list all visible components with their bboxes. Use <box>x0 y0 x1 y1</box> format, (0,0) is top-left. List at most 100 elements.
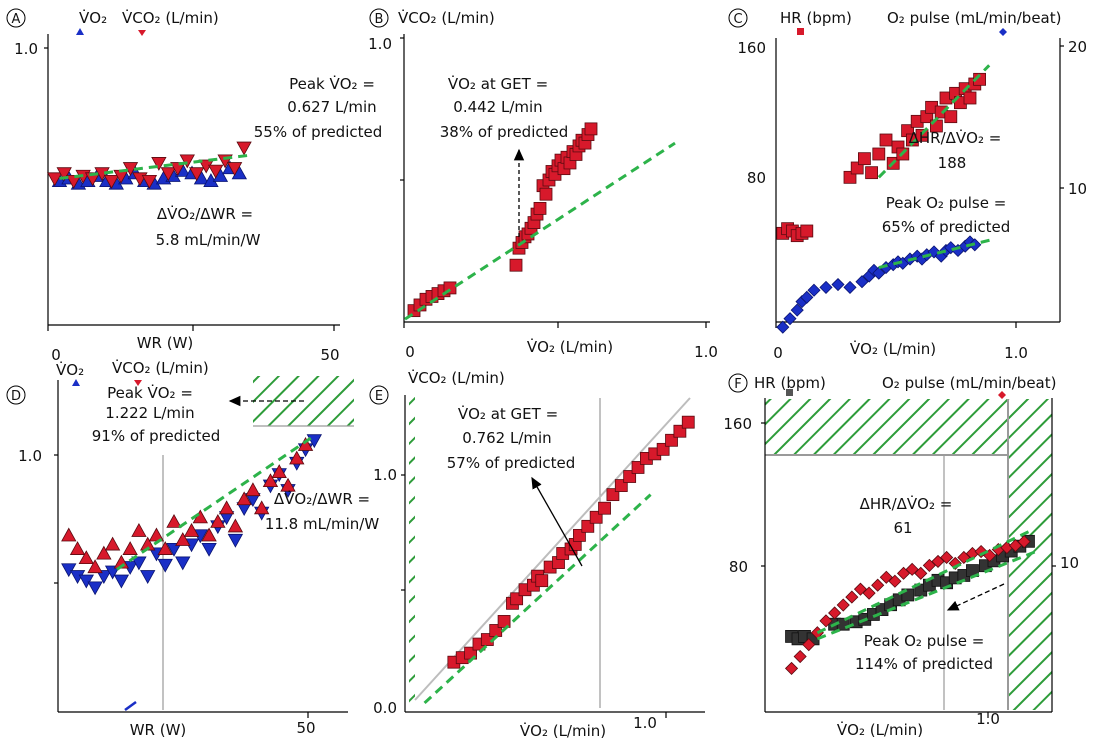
panel-b-badge <box>369 8 389 28</box>
panel-f-header-left: HR (bpm) <box>754 374 826 392</box>
panel-b-get-line2: 0.442 L/min <box>453 98 542 116</box>
panel-e-get-line2: 0.762 L/min <box>462 429 551 447</box>
panel-d-header-right: V̇CO₂ (L/min) <box>112 358 209 377</box>
panel-c-legend-red-square <box>797 28 804 35</box>
panel-e-identity-line <box>414 397 691 701</box>
panel-c-ytick-160: 160 <box>737 39 766 57</box>
panel-f-xlabel: V̇O₂ (L/min) <box>837 720 923 739</box>
panel-c-series-1-point <box>800 290 814 304</box>
panel-d-series-0-point <box>175 556 191 571</box>
panel-f-o2pulse-arrow <box>946 583 1005 611</box>
panel-c-series-1-point <box>783 312 797 326</box>
panel-d-slope-line2: 11.8 mL/min/W <box>265 515 380 533</box>
panel-c-data-marks <box>776 64 995 334</box>
panel-f-hatched-top <box>765 399 1052 455</box>
panel-d-series-1-point <box>289 450 305 465</box>
panel-a-letter: A <box>12 12 21 27</box>
panel-c-slope-line2: 188 <box>938 154 967 172</box>
panel-d-series-1-point <box>96 545 112 560</box>
panel-d-series-1-point <box>69 541 86 555</box>
panel-d-series-1-point <box>227 518 244 533</box>
panel-d-series-1-point <box>254 500 270 515</box>
panel-e-get-line1: V̇O₂ at GET = <box>458 404 558 423</box>
panel-c-series-1-point <box>843 280 857 294</box>
panel-f-header-right: O₂ pulse (mL/min/beat) <box>882 374 1057 392</box>
panel-f-o2pulse-line1: Peak O₂ pulse = <box>864 632 985 650</box>
panel-c-series-0-point <box>865 166 878 180</box>
panel-a-fit-line-0 <box>59 153 249 180</box>
panel-a-series-1-point <box>65 175 82 189</box>
panel-b-series-0-point <box>584 122 598 136</box>
panel-a-xtick-50: 50 <box>320 346 339 364</box>
panel-e-data-marks <box>423 415 695 705</box>
panel-f-series-1-point <box>784 661 799 675</box>
panel-d-header-left: V̇O₂ <box>56 360 84 379</box>
panel-a-series-1-point <box>151 157 167 171</box>
panel-d-fit-line-0 <box>116 434 316 571</box>
panel-e-get-arrow <box>531 476 583 567</box>
panel-e-xtick-1: 1.0 <box>633 714 657 732</box>
panel-b-data-marks <box>404 122 676 321</box>
panel-d-xlabel: WR (W) <box>130 721 187 739</box>
panel-e-ytick-0: 0.0 <box>373 699 397 717</box>
panel-f-slope-line1: ΔHR/ΔV̇O₂ = <box>860 494 953 513</box>
panel-d-series-1-point <box>87 559 103 574</box>
panel-a-peak-vo2-line2: 0.627 L/min <box>287 98 376 116</box>
panel-c-letter: C <box>733 12 742 27</box>
panel-e-ytick-1: 1.0 <box>373 466 397 484</box>
panel-f-slope-line2: 61 <box>893 519 912 537</box>
panel-d-series-0-point <box>157 558 173 573</box>
panel-e-series-0-point <box>535 574 549 588</box>
panel-c-series-1-point <box>776 320 790 334</box>
panel-c-series-0-point <box>963 91 977 105</box>
panel-f-series-1-point <box>888 574 902 588</box>
panel-d-letter: D <box>11 389 21 404</box>
panel-e-series-0-point <box>598 501 611 515</box>
panel-d-series-0-point <box>61 563 77 578</box>
panel-d-series-0-point <box>113 574 130 589</box>
panel-d-series-1-point <box>104 536 121 551</box>
panel-a-data-marks <box>47 141 252 190</box>
panel-d-series-0-point <box>166 542 182 557</box>
panel-f-letter: F <box>734 377 741 392</box>
panel-c-xlabel: V̇O₂ (L/min) <box>850 339 936 358</box>
panel-c-series-1-point <box>831 277 845 292</box>
panel-d-series-1-point <box>271 464 287 478</box>
panel-d-legend-red-triangle <box>134 380 142 386</box>
panel-b-get-line3: 38% of predicted <box>440 123 569 141</box>
panel-d-peak-vo2-line3: 91% of predicted <box>92 427 221 445</box>
panel-f-series-1-point <box>871 578 885 592</box>
panel-f-series-1-point <box>802 638 816 652</box>
panel-a-slope-line1: ΔV̇O₂/ΔWR = <box>157 204 253 223</box>
panel-f-series-1-point <box>836 598 850 612</box>
panel-a-peak-vo2-line3: 55% of predicted <box>254 123 383 141</box>
panel-c-o2pulse-line1: Peak O₂ pulse = <box>886 194 1007 212</box>
panel-d-series-0-point <box>104 565 121 580</box>
panel-c-ytick-80: 80 <box>747 169 766 187</box>
panel-d-series-0-point <box>131 556 147 571</box>
panel-a-series-1-point <box>103 175 120 189</box>
panel-d-series-1-point <box>166 513 182 528</box>
panel-a-series-1-point <box>226 162 243 177</box>
panel-f-series-1-point <box>1008 539 1023 553</box>
panel-d-series-1-point <box>175 532 191 546</box>
panel-c-series-0-point <box>872 147 886 161</box>
panel-e-series-0-point <box>497 615 511 628</box>
panel-d-series-0-point <box>87 581 103 596</box>
panel-f-fit-line-1 <box>816 528 1034 635</box>
panel-a-badge <box>6 8 26 28</box>
panel-c-header-right: O₂ pulse (mL/min/beat) <box>887 9 1062 27</box>
panel-b-fit-line-0 <box>404 141 676 321</box>
panel-b-series-0-point <box>533 201 547 215</box>
panel-d-series-0-point <box>306 434 322 449</box>
panel-d-peak-vo2-line2: 1.222 L/min <box>105 404 194 422</box>
panel-f-ytick-80: 80 <box>729 558 748 576</box>
panel-f-series-1-point <box>819 614 833 628</box>
panel-b-xtick-1: 1.0 <box>694 343 718 361</box>
panel-f-ytick-160: 160 <box>723 415 752 433</box>
panel-f-series-1-point <box>862 586 876 600</box>
panel-b-ytick-1: 1.0 <box>368 35 392 53</box>
panel-d-series-1-point <box>280 477 296 492</box>
panel-f-series-1-point <box>974 544 988 559</box>
